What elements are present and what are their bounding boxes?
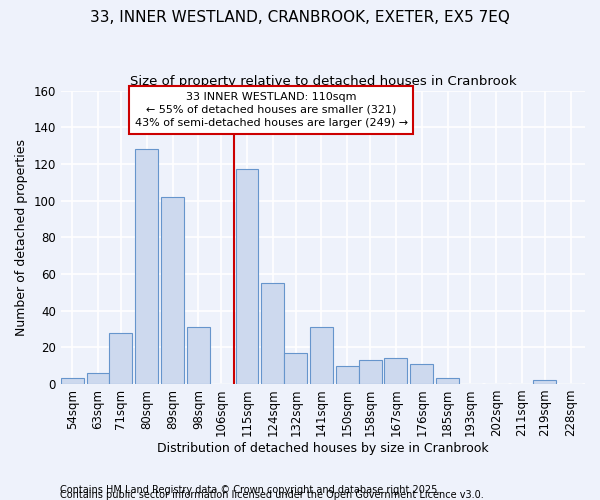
- Bar: [336, 366, 359, 384]
- Bar: [385, 358, 407, 384]
- Bar: [187, 327, 210, 384]
- Bar: [262, 283, 284, 384]
- Bar: [310, 327, 333, 384]
- Text: 33 INNER WESTLAND: 110sqm
← 55% of detached houses are smaller (321)
43% of semi: 33 INNER WESTLAND: 110sqm ← 55% of detac…: [135, 92, 408, 128]
- Y-axis label: Number of detached properties: Number of detached properties: [15, 139, 28, 336]
- Text: Contains public sector information licensed under the Open Government Licence v3: Contains public sector information licen…: [60, 490, 484, 500]
- Title: Size of property relative to detached houses in Cranbrook: Size of property relative to detached ho…: [130, 75, 516, 88]
- Bar: [135, 149, 158, 384]
- Bar: [109, 332, 133, 384]
- Text: Contains HM Land Registry data © Crown copyright and database right 2025.: Contains HM Land Registry data © Crown c…: [60, 485, 440, 495]
- Bar: [236, 170, 259, 384]
- X-axis label: Distribution of detached houses by size in Cranbrook: Distribution of detached houses by size …: [157, 442, 489, 455]
- Bar: [533, 380, 556, 384]
- Bar: [61, 378, 84, 384]
- Bar: [436, 378, 459, 384]
- Bar: [161, 197, 184, 384]
- Bar: [410, 364, 433, 384]
- Bar: [86, 373, 109, 384]
- Bar: [284, 353, 307, 384]
- Bar: [359, 360, 382, 384]
- Text: 33, INNER WESTLAND, CRANBROOK, EXETER, EX5 7EQ: 33, INNER WESTLAND, CRANBROOK, EXETER, E…: [90, 10, 510, 25]
